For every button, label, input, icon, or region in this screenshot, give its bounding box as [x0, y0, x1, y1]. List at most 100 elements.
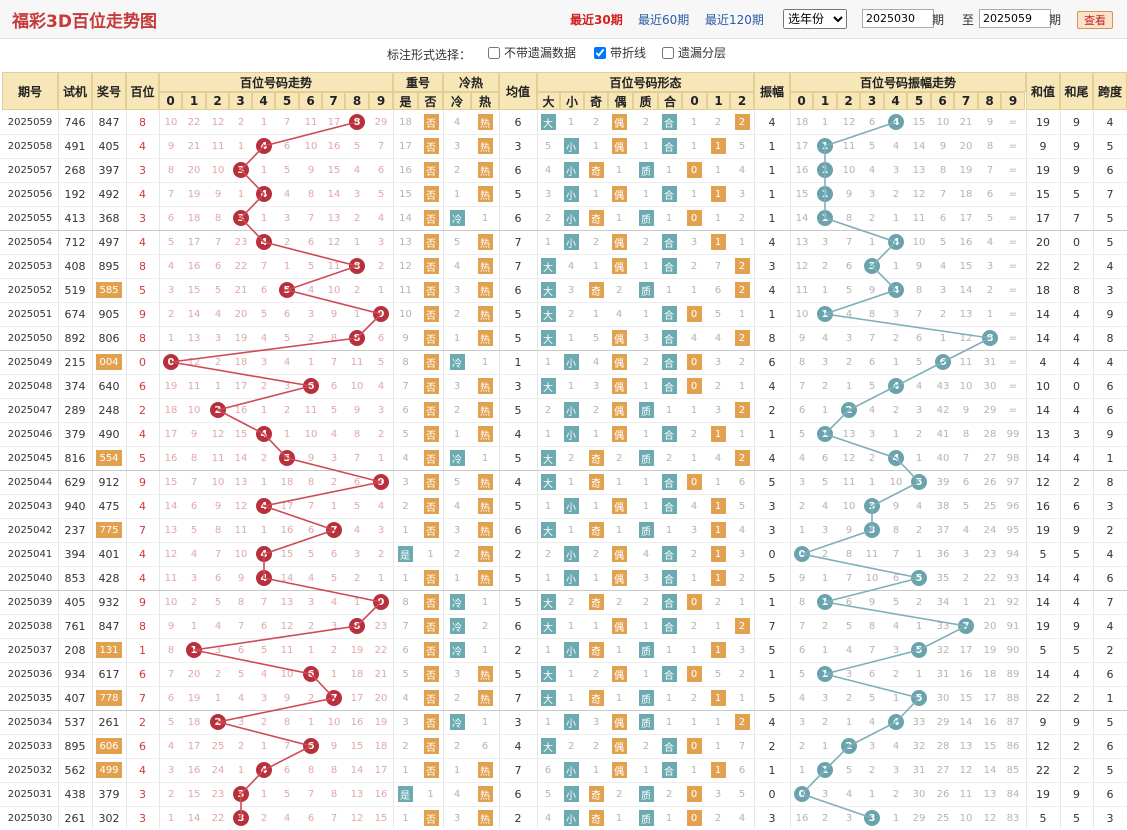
avg-cell: 6: [514, 115, 522, 129]
size-miss: 2: [567, 596, 575, 608]
road-miss: 3: [738, 548, 746, 560]
sum-cell: 22: [1036, 763, 1050, 777]
temp-hot-tag: 热: [477, 306, 493, 322]
trend-ball: 9: [373, 474, 389, 490]
amp-cell: 4: [768, 115, 776, 129]
link-recent-120[interactable]: 最近120期: [705, 13, 764, 27]
year-select[interactable]: 选年份: [783, 9, 847, 29]
trend-miss: 3: [214, 332, 222, 344]
trend-miss: 6: [237, 644, 245, 656]
amp-miss: 83: [1006, 812, 1020, 824]
trend-miss: 21: [374, 668, 388, 680]
road-miss: 6: [738, 764, 746, 776]
sum-cell: 5: [1039, 643, 1047, 657]
trend-ball: 6: [303, 666, 319, 682]
size-miss: 6: [544, 764, 552, 776]
amp-miss: 3: [798, 476, 806, 488]
road-tag: 2: [734, 330, 750, 346]
amp-miss: 3: [821, 356, 829, 368]
amp-miss: 5: [892, 596, 900, 608]
trend-miss: 21: [234, 284, 248, 296]
prime-tag: 合: [661, 306, 677, 322]
parity-miss: 2: [615, 596, 623, 608]
prize-cell: 895: [98, 259, 120, 273]
trend-miss: 11: [164, 572, 178, 584]
amp-miss: 5: [821, 476, 829, 488]
road-miss: 2: [690, 620, 698, 632]
trend-miss: 19: [187, 188, 201, 200]
trend-miss: 17: [187, 740, 201, 752]
period-to-input[interactable]: [979, 9, 1051, 28]
sum-cell: 18: [1036, 283, 1050, 297]
trend-miss: 5: [167, 236, 175, 248]
span-cell: 6: [1106, 787, 1114, 801]
amp-miss: 1: [986, 308, 994, 320]
issue-cell: 2025059: [7, 116, 53, 128]
trend-miss: 12: [350, 812, 364, 824]
size-miss: 1: [567, 116, 575, 128]
trend-miss: 5: [283, 164, 291, 176]
amp-miss: 11: [865, 548, 879, 560]
layer-checkbox[interactable]: [662, 46, 674, 59]
amp-ball: 5: [911, 642, 927, 658]
trend-miss: 4: [283, 188, 291, 200]
amp-miss: 21: [959, 116, 973, 128]
link-recent-30[interactable]: 最近30期: [570, 13, 623, 27]
trend-miss: 6: [283, 308, 291, 320]
trial-cell: 816: [64, 451, 86, 465]
trend-miss: 11: [280, 644, 294, 656]
trend-ball: 3: [233, 786, 249, 802]
query-button[interactable]: 查看: [1077, 11, 1113, 29]
size-miss: 1: [544, 572, 552, 584]
hundreds-cell: 4: [139, 763, 146, 777]
option-polyline[interactable]: 带折线: [594, 44, 646, 61]
temp-miss: 3: [453, 140, 461, 152]
row-divider: [0, 278, 1127, 279]
amp-ball: 1: [817, 306, 833, 322]
prize-cell: 379: [98, 787, 120, 801]
size-tag: 大: [540, 618, 556, 634]
road-tag: 2: [734, 450, 750, 466]
trend-miss: 1: [167, 332, 175, 344]
amp-miss: =: [1008, 404, 1018, 416]
tail-cell: 4: [1073, 667, 1080, 681]
no-miss-checkbox[interactable]: [488, 46, 500, 59]
trial-cell: 379: [64, 427, 86, 441]
trend-ball: 4: [256, 570, 272, 586]
sum-cell: 9: [1039, 715, 1047, 729]
avg-cell: 5: [514, 571, 522, 585]
temp-miss: 5: [453, 236, 461, 248]
trend-miss: 8: [283, 716, 291, 728]
amp-miss: 9: [986, 116, 994, 128]
amp-cell: 0: [768, 787, 776, 801]
trend-miss: 17: [187, 236, 201, 248]
amp-miss: 22: [983, 572, 997, 584]
trend-miss: 3: [283, 380, 291, 392]
amp-miss: 3: [845, 332, 853, 344]
option-no-miss[interactable]: 不带遗漏数据: [488, 44, 576, 61]
amp-miss: 10: [842, 500, 856, 512]
option-layer[interactable]: 遗漏分层: [662, 44, 726, 61]
amp-miss: 1: [821, 116, 829, 128]
repeat-no-tag: 否: [423, 426, 439, 442]
road-miss: 1: [690, 452, 698, 464]
header-repeat-yes: 是: [393, 92, 418, 110]
trend-miss: 9: [190, 428, 198, 440]
amp-ball: 1: [817, 210, 833, 226]
header-form-sub: 合: [658, 92, 682, 110]
period-from-input[interactable]: [862, 9, 934, 28]
amp-miss: 8: [939, 164, 947, 176]
amp-miss: 29: [936, 716, 950, 728]
road-miss: 1: [738, 596, 746, 608]
repeat-miss: 14: [399, 212, 412, 224]
road-miss: 2: [690, 428, 698, 440]
polyline-checkbox[interactable]: [594, 46, 606, 59]
trend-miss: 15: [280, 548, 294, 560]
issue-cell: 2025042: [7, 524, 53, 536]
temp-hot-tag: 热: [477, 666, 493, 682]
amp-miss: 19: [959, 164, 973, 176]
link-recent-60[interactable]: 最近60期: [638, 13, 690, 27]
prime-tag: 合: [661, 426, 677, 442]
amp-miss: 39: [936, 476, 950, 488]
amp-ball: 2: [841, 738, 857, 754]
